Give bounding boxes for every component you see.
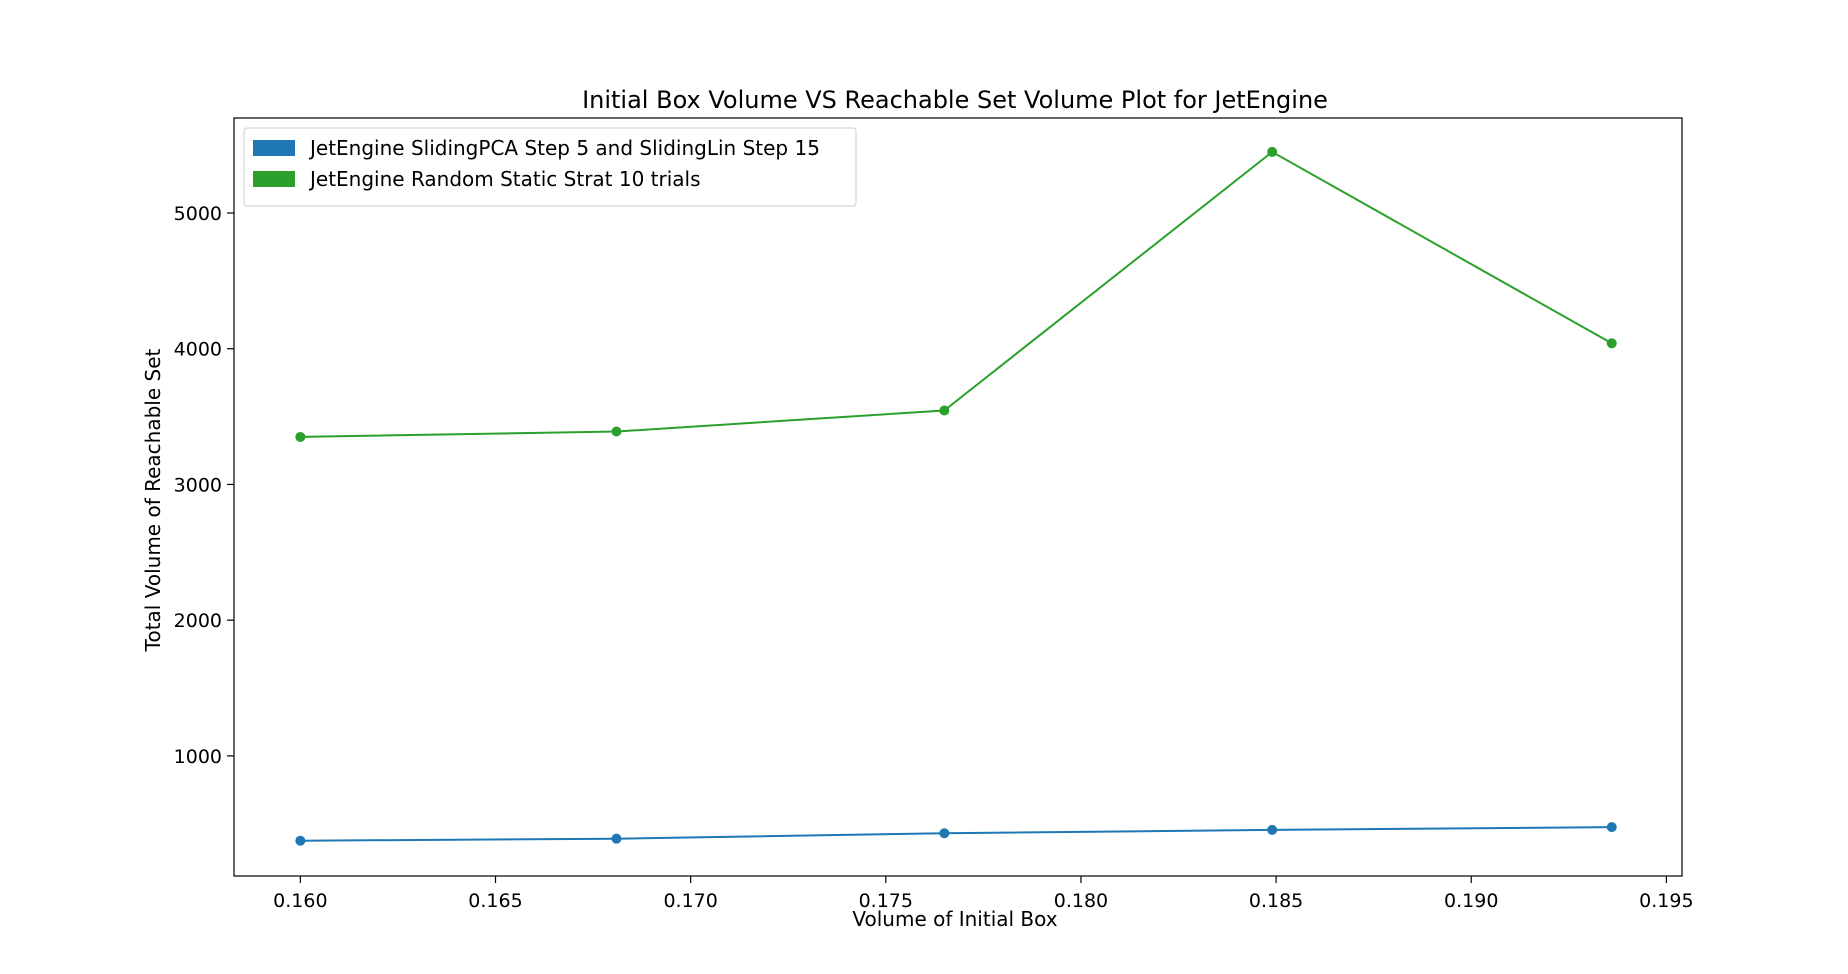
data-point: [295, 835, 306, 846]
series-2: [295, 146, 1617, 442]
chart-title: Initial Box Volume VS Reachable Set Volu…: [582, 86, 1328, 114]
x-tick-label: 0.185: [1249, 890, 1303, 912]
x-tick-label: 0.180: [1054, 890, 1108, 912]
x-tick-label: 0.160: [273, 890, 327, 912]
y-tick-label: 5000: [174, 203, 222, 225]
x-tick-label: 0.195: [1639, 890, 1693, 912]
data-point: [939, 828, 950, 839]
x-axis-label: Volume of Initial Box: [852, 907, 1057, 931]
legend-box: [243, 127, 857, 207]
y-axis-ticks: 1000 2000 3000 4000 5000: [174, 203, 234, 768]
legend-swatch: [253, 140, 295, 156]
x-axis-ticks: 0.160 0.165 0.170 0.175 0.180 0.185 0.190 0.195: [273, 876, 1694, 912]
data-point: [1267, 146, 1278, 157]
data-point: [611, 426, 622, 437]
x-tick-label: 0.165: [468, 890, 522, 912]
legend-label: JetEngine SlidingPCA Step 5 and SlidingL…: [308, 136, 820, 160]
y-tick-label: 3000: [174, 474, 222, 496]
x-tick-label: 0.190: [1444, 890, 1498, 912]
y-tick-label: 2000: [174, 610, 222, 632]
data-point: [939, 405, 950, 416]
x-tick-label: 0.175: [859, 890, 913, 912]
data-point: [611, 833, 622, 844]
data-point: [295, 431, 306, 442]
plot-area: [233, 117, 1683, 877]
data-point: [1606, 338, 1617, 349]
legend-swatch: [253, 171, 295, 187]
x-tick-label: 0.170: [663, 890, 717, 912]
legend-label: JetEngine Random Static Strat 10 trials: [308, 167, 701, 191]
series-layer: [295, 146, 1617, 846]
y-axis-label: Total Volume of Reachable Set: [141, 349, 165, 653]
legend: JetEngine SlidingPCA Step 5 and SlidingL…: [243, 127, 857, 207]
data-point: [1267, 824, 1278, 835]
data-point: [1606, 822, 1617, 833]
y-tick-label: 1000: [174, 746, 222, 768]
y-tick-label: 4000: [174, 339, 222, 361]
plot-frame: [233, 117, 1683, 877]
series-line: [300, 826, 1612, 842]
series-1: [295, 822, 1617, 846]
